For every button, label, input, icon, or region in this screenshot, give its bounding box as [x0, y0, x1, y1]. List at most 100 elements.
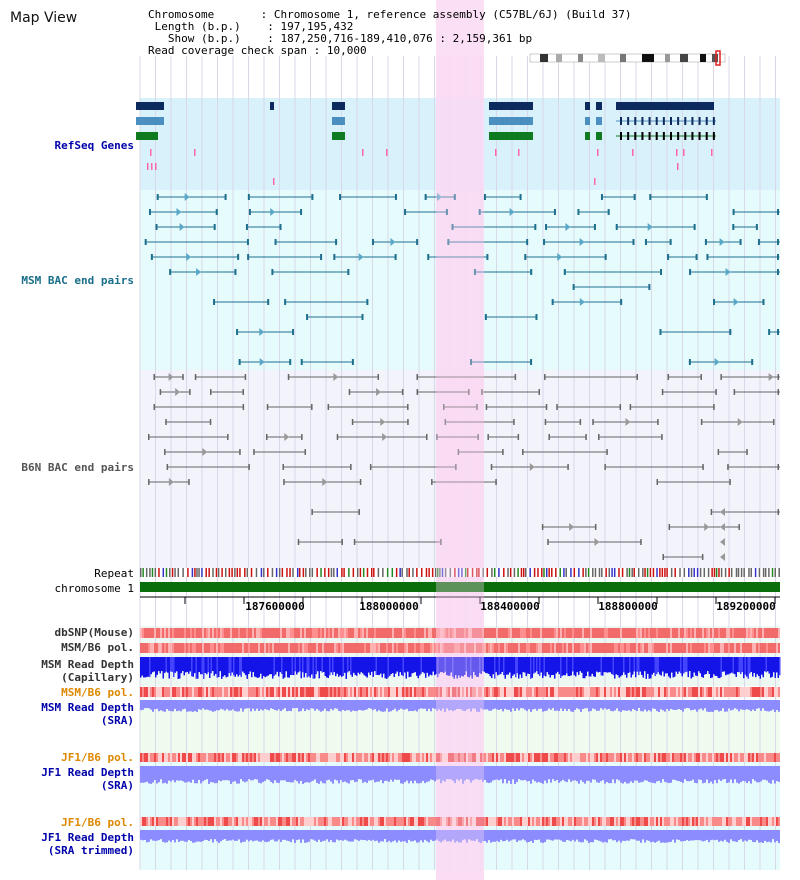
msm-depth-sra-bar [530, 700, 532, 712]
b6n-bac-end [336, 434, 339, 440]
jf1-depth-trim-bar [306, 830, 308, 843]
msm-depth-cap-bar [435, 657, 437, 675]
jf1-b6-pol-strip [644, 753, 646, 762]
jf1-b6-pol2-strip [488, 817, 490, 826]
msm-depth-sra-bar [580, 700, 582, 712]
msm-depth-sra-bar [430, 700, 432, 712]
msm-b6-pol-strip [224, 643, 226, 653]
msm-b6-pol2-strip [192, 687, 194, 697]
msm-depth-sra-bar [294, 700, 296, 709]
repeat-feature [628, 568, 631, 577]
dbsnp-strip [176, 628, 178, 638]
jf1-b6-pol-strip [452, 753, 454, 762]
b6n-bac-end [487, 434, 489, 440]
dbsnp-strip [398, 628, 400, 638]
dbsnp-strip [214, 628, 216, 638]
msm-b6-pol2-strip [342, 687, 344, 697]
dbsnp-strip [496, 628, 498, 638]
msm-b6-pol-strip [410, 643, 412, 653]
jf1-depth-trim-bar [366, 830, 368, 841]
jf1-b6-pol-strip [368, 753, 370, 762]
msm-depth-cap-bar [461, 657, 463, 676]
jf1-b6-pol-strip [750, 753, 752, 762]
jf1-b6-pol2-strip [598, 817, 600, 826]
msm-b6-pol2-strip [744, 687, 746, 697]
dbsnp-strip [720, 628, 722, 638]
jf1-b6-pol-strip [236, 753, 238, 762]
msm-b6-pol-strip [414, 643, 416, 653]
msm-b6-pol2-strip [382, 687, 384, 697]
jf1-b6-pol2-strip [604, 817, 606, 826]
track-label-refseq[interactable]: RefSeq Genes [54, 139, 134, 152]
jf1-b6-pol-strip [306, 753, 308, 762]
repeat-feature [735, 568, 738, 577]
jf1-b6-pol2-strip [350, 817, 352, 826]
msm-bac-end [339, 194, 342, 200]
msm-depth-cap-bar [309, 657, 311, 678]
length-value: 197,195,432 [280, 20, 354, 33]
msm-depth-cap-bar [615, 657, 617, 675]
msm-bac-end [274, 239, 277, 245]
jf1-depth-trim-bar [310, 830, 312, 840]
msm-b6-pol2-strip [636, 687, 638, 697]
jf1-depth-sra-bar [618, 766, 620, 781]
track-label-msm-bac[interactable]: MSM BAC end pairs [21, 274, 134, 287]
msm-b6-pol-strip [192, 643, 194, 653]
dbsnp-strip [694, 628, 696, 638]
jf1-depth-sra-bar [442, 766, 444, 781]
dbsnp-strip [514, 628, 516, 638]
dbsnp-strip [180, 628, 182, 638]
repeat-feature [305, 568, 307, 577]
msm-bac-end [333, 254, 336, 260]
jf1-depth-sra-bar [606, 766, 608, 783]
b6n-bac-arrow [380, 418, 386, 426]
jf1-b6-pol-strip [570, 753, 572, 762]
jf1-b6-pol-strip [266, 753, 268, 762]
jf1-depth-trim-bar [512, 830, 514, 840]
jf1-depth-sra-bar [476, 766, 478, 780]
track-label-b6n-bac[interactable]: B6N BAC end pairs [21, 461, 134, 474]
jf1-b6-pol2-strip [396, 817, 398, 826]
msm-depth-cap-bar [675, 657, 677, 672]
msm-b6-pol2-strip [726, 687, 728, 697]
msm-b6-pol-strip [456, 643, 458, 653]
msm-b6-pol-strip [594, 643, 596, 653]
jf1-depth-trim-bar [570, 830, 572, 842]
msm-b6-pol2-strip [358, 687, 360, 697]
msm-depth-cap-bar [770, 657, 772, 678]
msm-depth-sra-bar [462, 700, 464, 711]
msm-depth-sra-bar [182, 700, 184, 710]
msm-depth-sra-bar [414, 700, 416, 711]
jf1-b6-pol-strip [564, 753, 566, 762]
dbsnp-strip [154, 628, 156, 638]
dbsnp-strip [696, 628, 698, 638]
msm-depth-sra-bar [592, 700, 594, 709]
msm-depth-sra-bar [362, 700, 364, 711]
msm-depth-cap-bar [410, 657, 412, 677]
msm-b6-pol-strip [638, 643, 640, 653]
msm-b6-pol2-strip [716, 687, 718, 697]
jf1-depth-sra-bar [540, 766, 542, 783]
jf1-depth-trim-bar [338, 830, 340, 841]
msm-depth-cap-bar [540, 657, 542, 673]
msm-depth-cap-bar [260, 657, 262, 674]
jf1-depth-sra-bar [660, 766, 662, 783]
jf1-depth-sra-bar [656, 766, 658, 782]
jf1-depth-trim-bar [590, 830, 592, 843]
repeat-feature [703, 568, 706, 577]
dbsnp-strip [248, 628, 250, 638]
msm-b6-pol-strip [396, 643, 398, 653]
msm-b6-pol2-strip [372, 687, 374, 697]
msm-depth-cap-bar [753, 657, 755, 674]
jf1-b6-pol2-strip [582, 817, 584, 826]
jf1-depth-sra-bar [296, 766, 298, 782]
jf1-depth-trim-bar [394, 830, 396, 841]
jf1-b6-pol2-strip [452, 817, 454, 826]
jf1-b6-pol-strip [278, 753, 280, 762]
ideogram [529, 53, 726, 63]
msm-depth-cap-bar [242, 657, 244, 672]
jf1-depth-trim-bar [694, 830, 696, 841]
msm-b6-pol-strip [732, 643, 734, 653]
jf1-b6-pol2-strip [236, 817, 238, 826]
dbsnp-strip [196, 628, 198, 638]
